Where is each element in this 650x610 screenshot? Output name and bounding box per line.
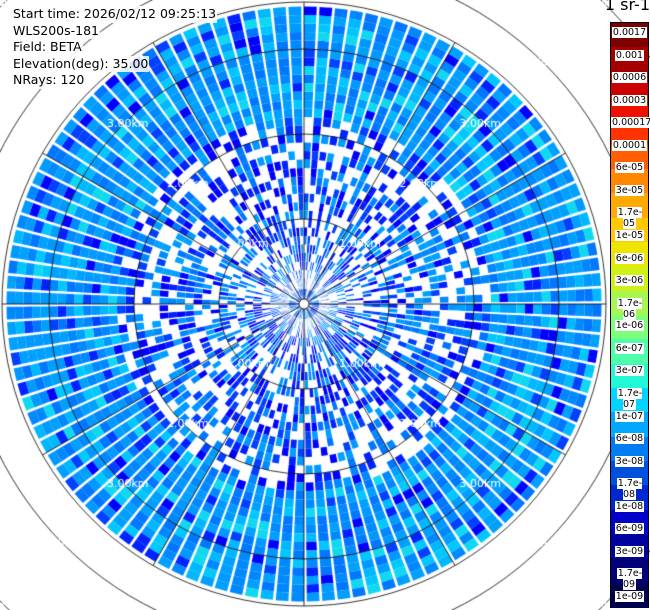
colorbar-tick-label: 1e-08: [614, 500, 645, 512]
colorbar-tick-label: 3e-06: [614, 275, 645, 287]
field-label: Field: BETA: [12, 39, 83, 56]
elevation-label: Elevation(deg): 35.00: [12, 55, 150, 72]
nrays-label: NRays: 120: [12, 72, 86, 89]
colorbar-tick-label: 1.7e-08: [616, 478, 643, 501]
colorbar-tick-label: 1e-07: [614, 410, 645, 422]
colorbar-tick-label: 0.0003: [611, 94, 648, 106]
colorbar-tick-label: 1e-09: [614, 591, 645, 602]
colorbar-tick-label: 6e-07: [614, 342, 645, 354]
colorbar-tick-label: 1.7e-06: [616, 297, 643, 320]
instrument-label: WLS200s-181: [12, 22, 100, 39]
colorbar-tick-label: 3e-09: [614, 545, 645, 557]
colorbar-tick-label: 6e-09: [614, 523, 645, 535]
colorbar-tick-label: 0.0017: [611, 27, 648, 38]
scan-info: Start time: 2026/02/12 09:25:13 WLS200s-…: [12, 6, 218, 89]
colorbar-tick-label: 6e-08: [614, 433, 645, 445]
start-time-label: Start time: 2026/02/12 09:25:13: [12, 6, 218, 23]
colorbar-tick-label: 1.7e-07: [616, 387, 643, 410]
colorbar-tick-label: 0.001: [614, 49, 645, 61]
colorbar-tick-label: 3e-07: [614, 365, 645, 377]
colorbar-tick-label: 3e-08: [614, 455, 645, 467]
colorbar-tick-label: 6e-05: [614, 162, 645, 174]
colorbar-title: m-1 sr-1: [606, 0, 650, 14]
colorbar-tick-label: 0.0006: [611, 72, 648, 84]
colorbar-tick-label: 6e-06: [614, 252, 645, 264]
colorbar-tick-label: 1.7e-05: [616, 207, 643, 230]
colorbar-tick-label: 1.7e-09: [616, 568, 643, 591]
colorbar-tick-label: 0.0001: [611, 139, 648, 151]
colorbar-tick-label: 0.00017: [611, 117, 650, 129]
colorbar-tick-label: 3e-05: [614, 184, 645, 196]
colorbar-tick-label: 1e-06: [614, 320, 645, 332]
colorbar-tick-label: 1e-05: [614, 230, 645, 242]
